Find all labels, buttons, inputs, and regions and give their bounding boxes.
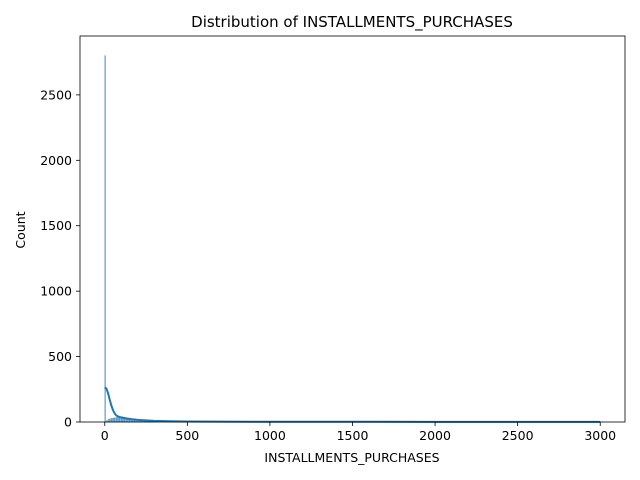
x-axis-ticks: 0 500 1000 1500 2000 2500 3000 — [101, 422, 616, 443]
histogram-bar — [104, 55, 106, 423]
x-tick-label: 1000 — [254, 428, 286, 443]
y-tick-label: 2500 — [40, 87, 72, 102]
plot-frame — [79, 35, 626, 423]
axes-frame — [79, 35, 626, 423]
chart-title: Distribution of INSTALLMENTS_PURCHASES — [191, 13, 513, 32]
kde-curve — [104, 386, 601, 423]
histogram-bars — [104, 55, 155, 423]
x-tick-label: 2500 — [502, 428, 534, 443]
x-tick-label: 3000 — [584, 428, 616, 443]
x-tick-label: 0 — [101, 428, 109, 443]
y-tick-label: 1000 — [40, 284, 72, 299]
y-tick-label: 2000 — [40, 153, 72, 168]
y-axis-ticks: 0 500 1000 1500 2000 2500 — [40, 87, 80, 430]
y-tick-label: 0 — [64, 415, 72, 430]
x-axis-label: INSTALLMENTS_PURCHASES — [264, 450, 439, 465]
x-tick-label: 1500 — [337, 428, 369, 443]
y-tick-label: 500 — [48, 349, 72, 364]
x-tick-label: 500 — [175, 428, 199, 443]
x-tick-label: 2000 — [419, 428, 451, 443]
y-axis-label: Count — [13, 211, 28, 248]
y-tick-label: 1500 — [40, 218, 72, 233]
